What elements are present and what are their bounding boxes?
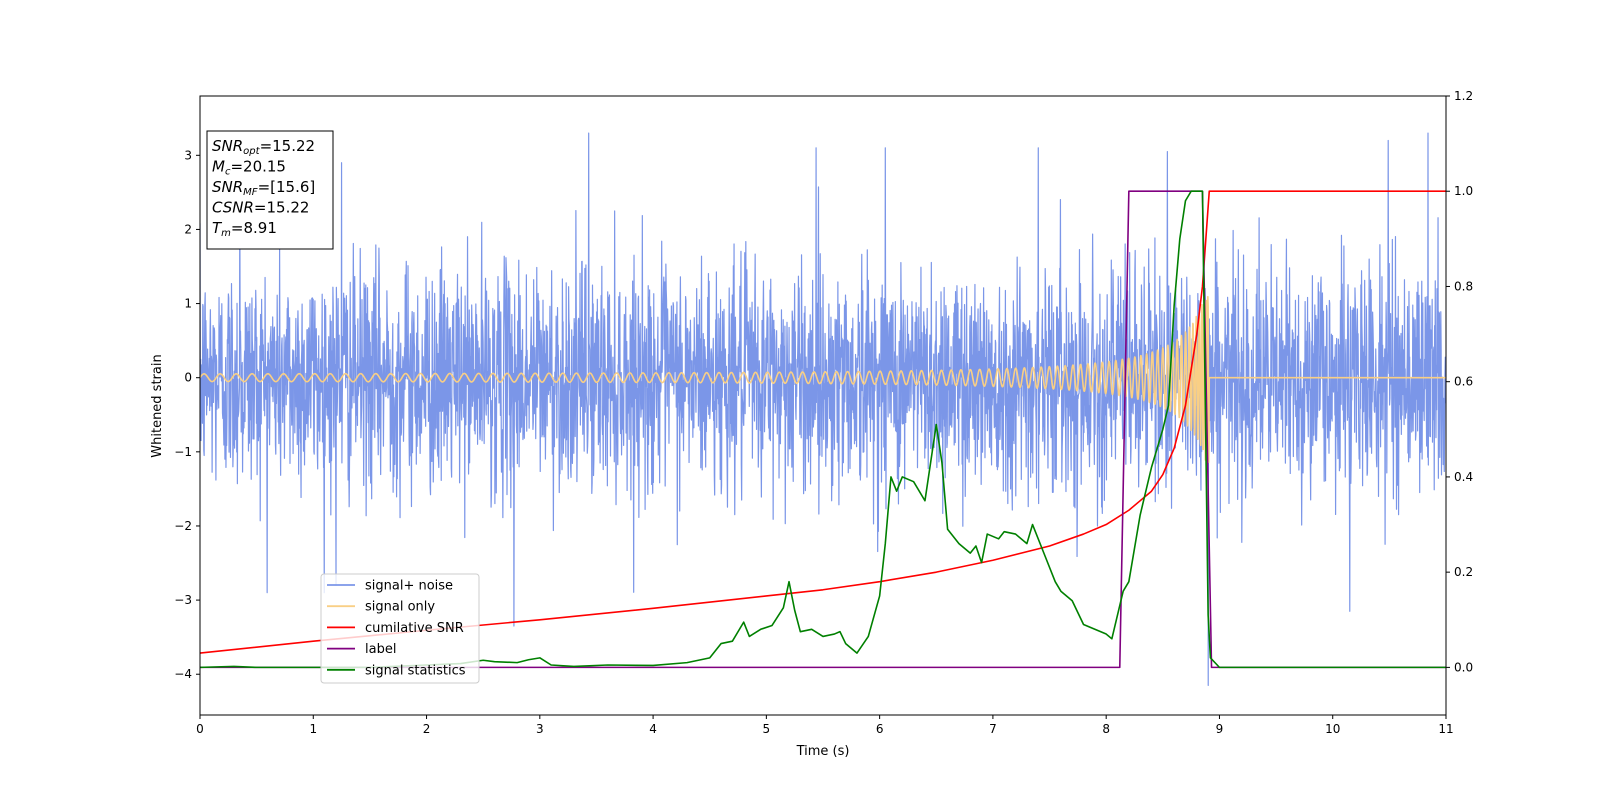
y-right-tick-label: 0.0 [1454, 660, 1473, 674]
x-tick-label: 9 [1216, 722, 1224, 736]
y-right-tick-label: 0.4 [1454, 470, 1473, 484]
y-left-tick-label: −4 [174, 667, 192, 681]
y-left-tick-label: 1 [184, 297, 192, 311]
annotation-box: SNRopt=15.22Mc=20.15SNRMF=[15.6]CSNR=15.… [206, 130, 334, 250]
y-left-tick-label: 2 [184, 222, 192, 236]
annotation-line: SNRopt=15.22 [212, 137, 315, 157]
right-y-axis: 0.0 0.2 0.4 0.6 0.8 1.0 1.2 [1446, 89, 1473, 674]
y-left-tick-label: 3 [184, 148, 192, 162]
y-right-tick-label: 0.8 [1454, 279, 1473, 293]
x-tick-label: 0 [196, 722, 204, 736]
legend-label-label: label [365, 642, 396, 657]
annotation-frame [206, 130, 334, 250]
legend-label-cumilative-snr: cumilative SNR [365, 621, 464, 636]
series-line-signal-noise [200, 132, 1446, 686]
y-axis-label: Whitened strain [150, 354, 165, 457]
y-left-tick-label: −1 [174, 445, 192, 459]
left-y-axis: −4 −3 −2 −1 0 1 2 3 [174, 148, 200, 681]
x-tick-label: 8 [1102, 722, 1110, 736]
legend-frame [320, 573, 480, 684]
y-right-tick-label: 0.6 [1454, 375, 1473, 389]
x-tick-label: 5 [763, 722, 771, 736]
x-tick-label: 10 [1325, 722, 1340, 736]
annotation-line: Tm=8.91 [212, 219, 277, 239]
x-tick-label: 3 [536, 722, 544, 736]
x-tick-label: 7 [989, 722, 997, 736]
series-line-signal-only [200, 295, 1446, 463]
y-left-tick-label: −2 [174, 519, 192, 533]
annotation-line: CSNR=15.22 [212, 199, 309, 217]
x-tick-label: 1 [309, 722, 317, 736]
y-left-tick-label: −3 [174, 593, 192, 607]
y-right-tick-label: 0.2 [1454, 565, 1473, 579]
y-right-tick-label: 1.2 [1454, 89, 1473, 103]
plot-frame [199, 95, 1447, 716]
series-line-signal-statistics [200, 190, 1446, 669]
legend-label-signal-statistics: signal statistics [365, 663, 466, 678]
x-axis: 0 1 2 3 4 5 6 7 8 9 10 11 [196, 715, 1454, 736]
legend-label-signal-only: signal only [365, 600, 435, 615]
x-tick-label: 2 [423, 722, 431, 736]
legend: signal+ noise signal only cumilative SNR la… [320, 573, 480, 684]
annotation-line: Mc=20.15 [212, 158, 286, 178]
annotation-line: SNRMF=[15.6] [212, 178, 315, 198]
x-axis-label: Time (s) [796, 744, 850, 759]
x-tick-label: 11 [1438, 722, 1453, 736]
y-right-tick-label: 1.0 [1454, 184, 1473, 198]
x-tick-label: 6 [876, 722, 884, 736]
x-tick-label: 4 [649, 722, 657, 736]
series-layer [200, 132, 1446, 686]
legend-label-signal-noise: signal+ noise [365, 579, 453, 594]
y-left-tick-label: 0 [184, 371, 192, 385]
